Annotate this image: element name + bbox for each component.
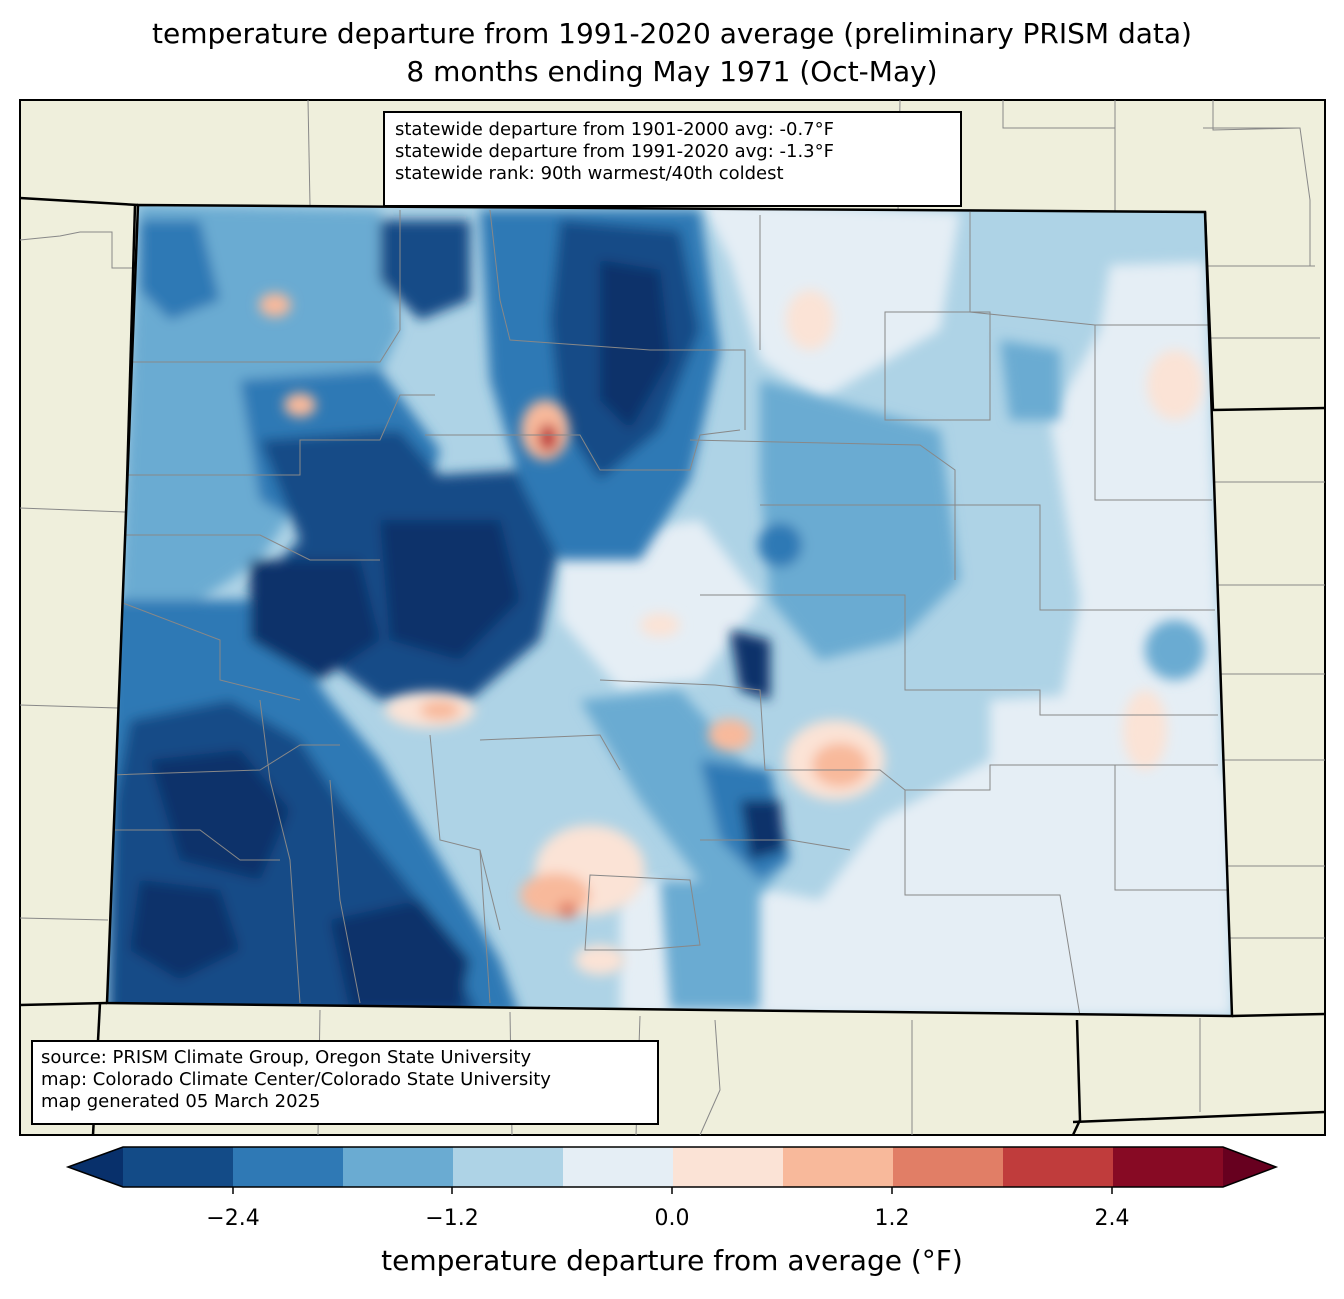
colorbar-extend-low: [68, 1147, 123, 1187]
source-line-1: source: PRISM Climate Group, Oregon Stat…: [41, 1047, 532, 1068]
stats-line-1: statewide departure from 1901-2000 avg: …: [395, 119, 834, 140]
colorbar-tick-label: −1.2: [425, 1206, 479, 1231]
colorbar-segment: [123, 1147, 233, 1187]
source-box: source: PRISM Climate Group, Oregon Stat…: [31, 1040, 659, 1125]
colorbar-tick-label: 2.4: [1094, 1206, 1130, 1231]
colorbar-segment: [453, 1147, 563, 1187]
colorbar-segment: [233, 1147, 343, 1187]
colorbar-outline: [65, 1146, 1279, 1188]
colorbar-extend-high: [1223, 1147, 1276, 1187]
map-subtitle: 8 months ending May 1971 (Oct-May): [406, 55, 938, 88]
colorbar: [65, 1146, 1279, 1194]
colorbar-tick-label: −2.4: [206, 1206, 260, 1231]
colorbar-label: temperature departure from average (°F): [381, 1244, 963, 1277]
map-title: temperature departure from 1991-2020 ave…: [152, 17, 1192, 50]
colorbar-segment: [563, 1147, 673, 1187]
source-line-3: map generated 05 March 2025: [41, 1091, 321, 1112]
stats-line-3: statewide rank: 90th warmest/40th coldes…: [395, 163, 784, 184]
source-line-2: map: Colorado Climate Center/Colorado St…: [41, 1069, 551, 1090]
colorbar-segment: [783, 1147, 893, 1187]
colorbar-segment: [673, 1147, 783, 1187]
colorbar-segment: [1003, 1147, 1113, 1187]
colorbar-segment: [893, 1147, 1003, 1187]
colorbar-tick-label: 1.2: [874, 1206, 910, 1231]
county-lines: [109, 209, 1230, 1016]
colorado-border: [105, 203, 1234, 1018]
colorbar-segment: [343, 1147, 453, 1187]
colorbar-segment: [1113, 1147, 1223, 1187]
statewide-stats-box: statewide departure from 1901-2000 avg: …: [383, 111, 962, 207]
colorbar-tick-label: 0.0: [654, 1206, 690, 1231]
stats-line-2: statewide departure from 1991-2020 avg: …: [395, 141, 834, 162]
